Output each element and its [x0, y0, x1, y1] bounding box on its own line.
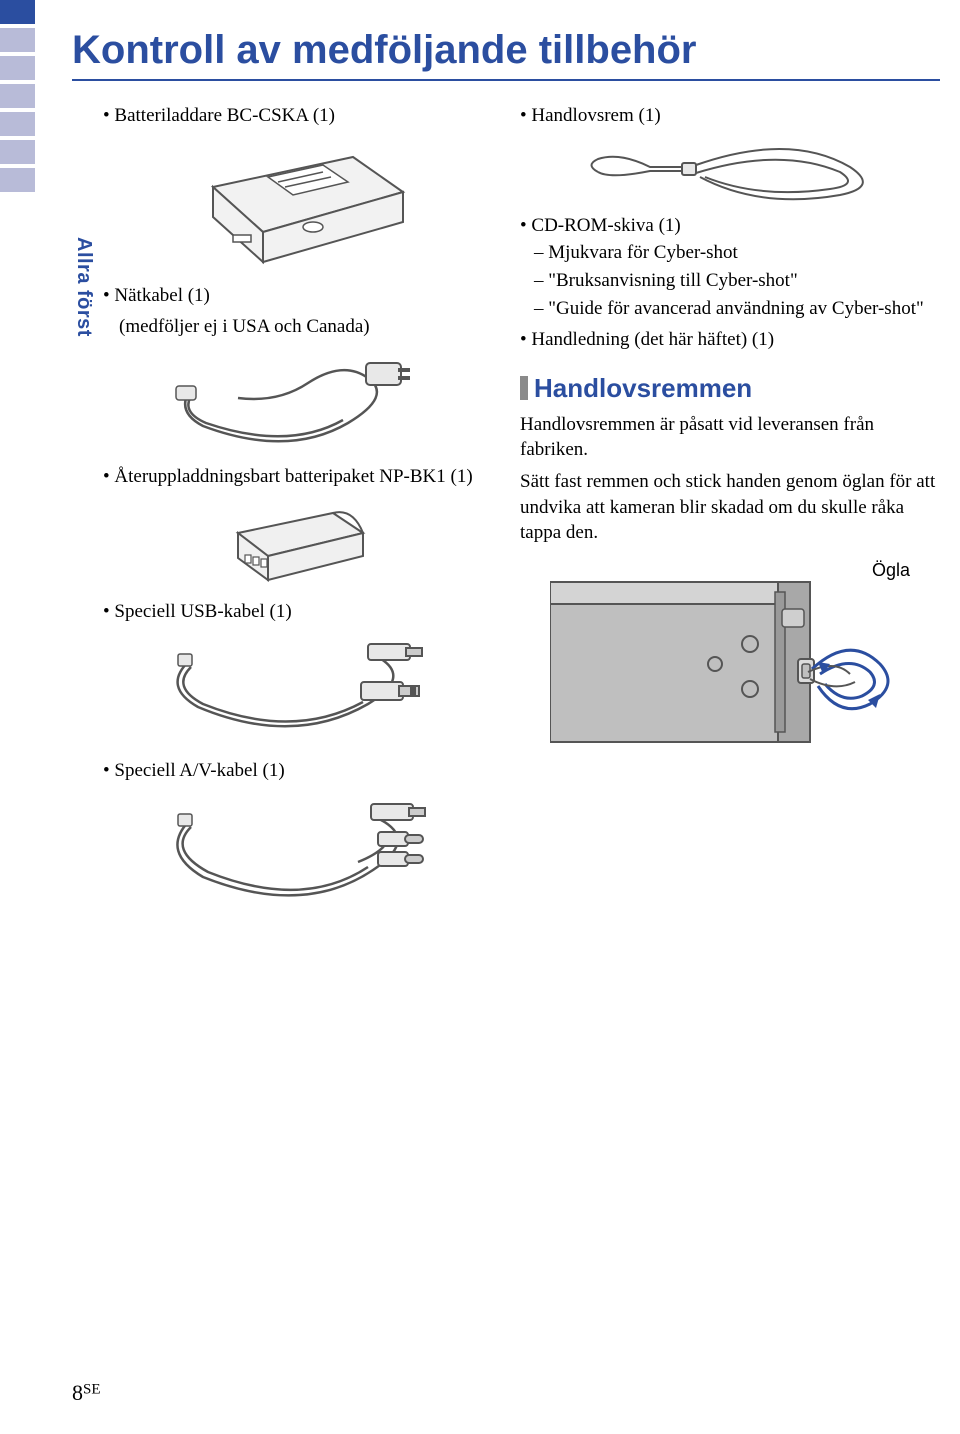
page-title: Kontroll av medföljande tillbehör: [72, 28, 940, 81]
charger-illustration: [103, 137, 492, 277]
tab-marker: [0, 0, 35, 24]
tab-marker: [0, 140, 35, 164]
accessory-item: • CD-ROM-skiva (1): [520, 213, 940, 239]
tab-marker: [0, 168, 35, 192]
camera-strap-illustration: Ögla: [520, 560, 940, 740]
av-cable-illustration: [103, 792, 492, 922]
body-text: Sätt fast remmen och stick handen genom …: [520, 469, 940, 546]
tab-marker: [0, 56, 35, 80]
power-cord-illustration: [103, 348, 492, 458]
page-number-suffix: SE: [83, 1381, 101, 1397]
battery-illustration: [103, 498, 492, 593]
accessory-subitem: – "Guide för avancerad användning av Cyb…: [520, 296, 940, 322]
accessory-item: • Handlovsrem (1): [520, 103, 940, 129]
accessory-item: • Nätkabel (1): [103, 283, 492, 309]
tab-marker: [0, 84, 35, 108]
subsection-heading: Handlovsremmen: [520, 373, 940, 404]
wrist-strap-illustration: [520, 137, 940, 207]
accessory-item-note: (medföljer ej i USA och Canada): [103, 314, 492, 340]
accessory-item: • Speciell A/V-kabel (1): [103, 758, 492, 784]
accessory-item: • Återuppladdningsbart batteripaket NP-B…: [103, 464, 492, 490]
body-text: Handlovsremmen är påsatt vid leveransen …: [520, 412, 940, 463]
accessory-subitem: – "Bruksanvisning till Cyber-shot": [520, 268, 940, 294]
page-number: 8SE: [72, 1380, 101, 1406]
side-tab-strip: [0, 0, 35, 196]
tab-marker: [0, 112, 35, 136]
tab-marker: [0, 28, 35, 52]
heading-bar-icon: [520, 376, 528, 400]
section-tab-label: Allra först: [72, 97, 95, 337]
subsection-heading-text: Handlovsremmen: [534, 373, 752, 404]
accessory-item: • Speciell USB-kabel (1): [103, 599, 492, 625]
accessory-item: • Batteriladdare BC-CSKA (1): [103, 103, 492, 129]
accessory-subitem: – Mjukvara för Cyber-shot: [520, 240, 940, 266]
page-number-value: 8: [72, 1380, 83, 1405]
accessory-item: • Handledning (det här häftet) (1): [520, 327, 940, 353]
usb-cable-illustration: [103, 632, 492, 752]
